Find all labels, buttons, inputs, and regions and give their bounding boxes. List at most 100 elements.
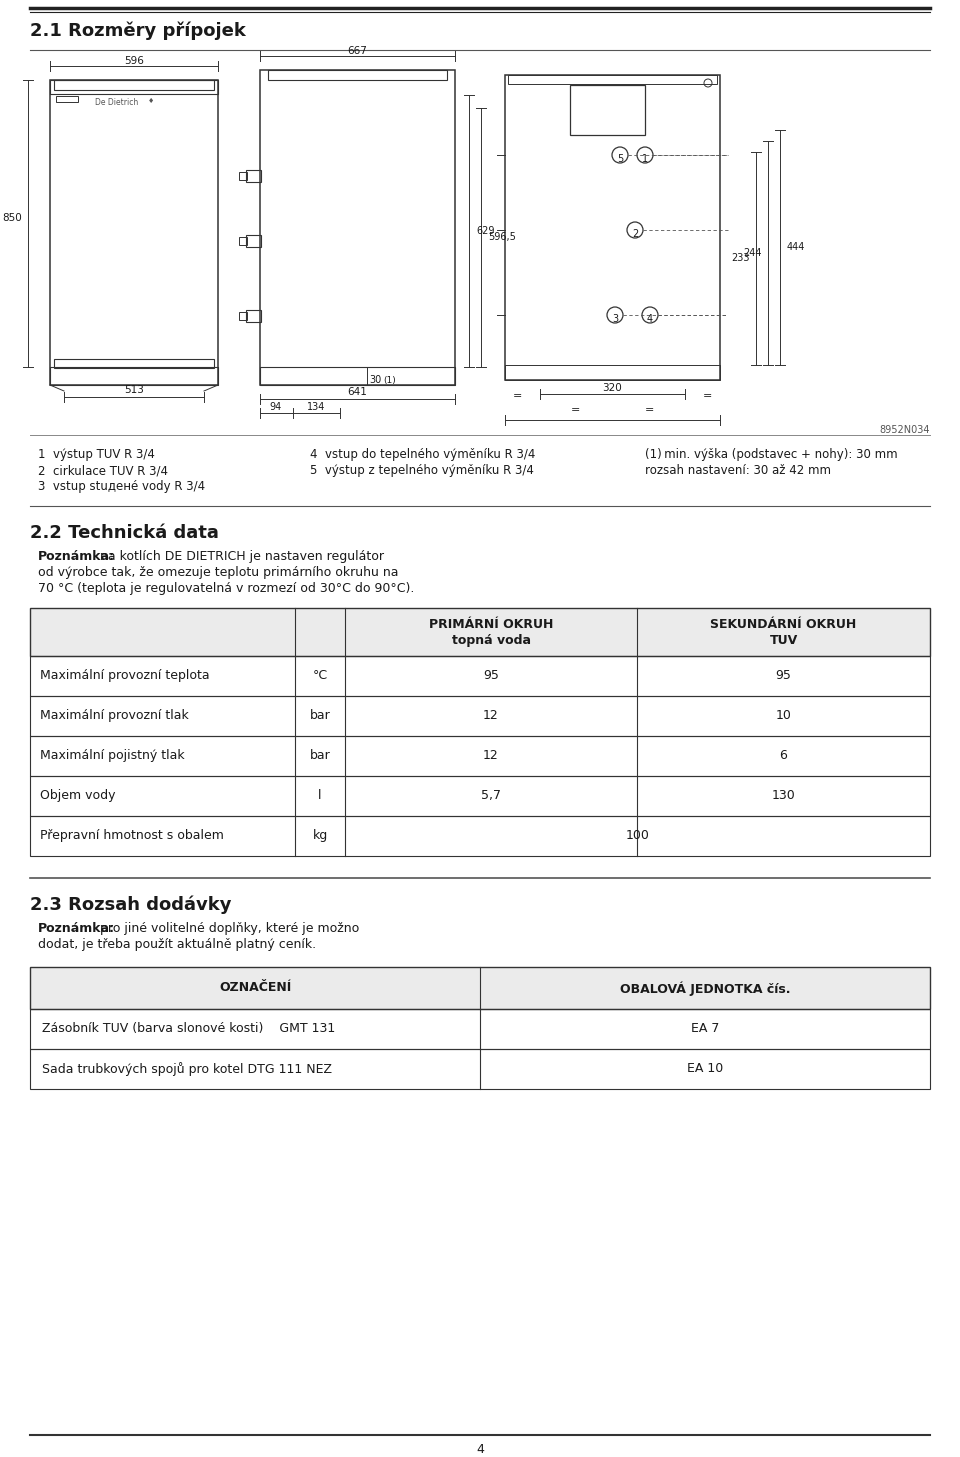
Text: EA 7: EA 7 xyxy=(691,1021,719,1034)
Text: 667: 667 xyxy=(348,47,367,55)
Text: =: = xyxy=(514,390,522,401)
Text: 1  výstup TUV R 3/4: 1 výstup TUV R 3/4 xyxy=(38,447,155,460)
Bar xyxy=(30,816,930,857)
Bar xyxy=(50,80,218,95)
Text: 95: 95 xyxy=(776,669,791,682)
Bar xyxy=(54,80,214,90)
Text: od výrobce tak, že omezuje teplotu primárního okruhu na: od výrobce tak, že omezuje teplotu primá… xyxy=(38,565,398,578)
Bar xyxy=(505,74,720,380)
Text: pro jiné volitelné doplňky, které je možno: pro jiné volitelné doplňky, které je mož… xyxy=(96,922,359,935)
Bar xyxy=(246,235,261,248)
Text: OBALOVÁ JEDNOTKA čís.: OBALOVÁ JEDNOTKA čís. xyxy=(620,981,790,995)
Text: Objem vody: Objem vody xyxy=(40,790,115,801)
Text: =: = xyxy=(645,405,655,415)
Bar xyxy=(30,967,930,1010)
Text: 3  vstup stuденé vody R 3/4: 3 vstup stuденé vody R 3/4 xyxy=(38,479,205,492)
Text: TUV: TUV xyxy=(769,634,798,647)
Text: rozsah nastavení: 30 až 42 mm: rozsah nastavení: 30 až 42 mm xyxy=(645,463,831,476)
Text: 70 °C (teplota je regulovatelná v rozmezí od 30°C do 90°C).: 70 °C (teplota je regulovatelná v rozmez… xyxy=(38,581,415,594)
Bar xyxy=(246,170,261,182)
Text: 2.2 Technická data: 2.2 Technická data xyxy=(30,525,219,542)
Bar xyxy=(30,608,930,656)
Bar xyxy=(50,80,218,385)
Text: 5  výstup z tepelného výměníku R 3/4: 5 výstup z tepelného výměníku R 3/4 xyxy=(310,463,534,476)
Text: 596: 596 xyxy=(124,55,144,66)
Bar xyxy=(30,608,930,656)
Text: Maximální provozní tlak: Maximální provozní tlak xyxy=(40,710,189,723)
Text: 4: 4 xyxy=(647,315,653,323)
Text: ♦: ♦ xyxy=(148,98,155,103)
Text: 12: 12 xyxy=(483,710,499,723)
Text: 2.1 Rozměry přípojek: 2.1 Rozměry přípojek xyxy=(30,22,246,41)
Bar xyxy=(260,367,455,385)
Text: dodat, je třeba použít aktuálně platný ceník.: dodat, je třeba použít aktuálně platný c… xyxy=(38,938,316,951)
Text: 2  cirkulace TUV R 3/4: 2 cirkulace TUV R 3/4 xyxy=(38,463,168,476)
Text: 2.3 Rozsah dodávky: 2.3 Rozsah dodávky xyxy=(30,896,231,915)
Text: Poznámka:: Poznámka: xyxy=(38,922,115,935)
Text: 134: 134 xyxy=(307,402,325,412)
Text: kg: kg xyxy=(312,829,327,842)
Text: 641: 641 xyxy=(348,388,367,396)
Bar xyxy=(30,967,930,1010)
Bar xyxy=(505,366,720,380)
Text: 444: 444 xyxy=(787,242,805,252)
Text: °C: °C xyxy=(312,669,327,682)
Text: 4  vstup do tepelného výměníku R 3/4: 4 vstup do tepelného výměníku R 3/4 xyxy=(310,447,536,460)
Text: l: l xyxy=(319,790,322,801)
Text: 6: 6 xyxy=(780,749,787,762)
Text: (1) min. výška (podstavec + nohy): 30 mm: (1) min. výška (podstavec + nohy): 30 mm xyxy=(645,447,898,460)
Text: 320: 320 xyxy=(602,383,622,393)
Text: 513: 513 xyxy=(124,385,144,395)
Text: =: = xyxy=(570,405,580,415)
Text: 94: 94 xyxy=(270,402,282,412)
Text: (1): (1) xyxy=(383,376,396,385)
Bar xyxy=(508,74,717,85)
Text: 12: 12 xyxy=(483,749,499,762)
Bar xyxy=(30,1049,930,1088)
Text: 1: 1 xyxy=(642,154,648,165)
Text: 100: 100 xyxy=(626,829,649,842)
Bar xyxy=(30,1010,930,1049)
Text: 233: 233 xyxy=(732,254,750,264)
Bar xyxy=(239,312,247,321)
Text: =: = xyxy=(703,390,711,401)
Bar xyxy=(30,696,930,736)
Text: 244: 244 xyxy=(743,248,762,258)
Bar xyxy=(260,70,455,385)
Text: 5: 5 xyxy=(617,154,623,165)
Text: 30: 30 xyxy=(369,374,381,385)
Bar xyxy=(30,656,930,696)
Text: Maximální pojistný tlak: Maximální pojistný tlak xyxy=(40,749,184,762)
Text: SEKUNDÁRNÍ OKRUH: SEKUNDÁRNÍ OKRUH xyxy=(710,618,856,631)
Text: 95: 95 xyxy=(483,669,499,682)
Text: Zásobník TUV (barva slonové kosti)    GMT 131: Zásobník TUV (barva slonové kosti) GMT 1… xyxy=(42,1021,335,1034)
Text: EA 10: EA 10 xyxy=(686,1062,723,1075)
Bar xyxy=(56,96,78,102)
Bar xyxy=(246,310,261,322)
Text: bar: bar xyxy=(310,710,330,723)
Text: 130: 130 xyxy=(772,790,796,801)
Text: 10: 10 xyxy=(776,710,791,723)
Text: Poznámka:: Poznámka: xyxy=(38,549,115,562)
Text: 4: 4 xyxy=(476,1442,484,1456)
Bar xyxy=(54,358,214,369)
Text: bar: bar xyxy=(310,749,330,762)
Text: PRIMÁRNÍ OKRUH: PRIMÁRNÍ OKRUH xyxy=(429,618,553,631)
Bar xyxy=(239,237,247,245)
Bar xyxy=(239,172,247,181)
Bar xyxy=(30,736,930,777)
Bar xyxy=(570,85,645,136)
Text: 8952N034: 8952N034 xyxy=(879,425,930,436)
Text: 596,5: 596,5 xyxy=(488,232,516,242)
Text: 5,7: 5,7 xyxy=(481,790,501,801)
Text: 850: 850 xyxy=(2,213,22,223)
Text: Maximální provozní teplota: Maximální provozní teplota xyxy=(40,669,209,682)
Text: 629: 629 xyxy=(476,226,494,236)
Text: 3: 3 xyxy=(612,315,618,323)
Bar xyxy=(30,777,930,816)
Bar xyxy=(50,367,218,385)
Bar xyxy=(268,70,447,80)
Text: na kotlích DE DIETRICH je nastaven regulátor: na kotlích DE DIETRICH je nastaven regul… xyxy=(96,549,384,562)
Text: De Dietrich: De Dietrich xyxy=(95,98,138,106)
Text: Přepravní hmotnost s obalem: Přepravní hmotnost s obalem xyxy=(40,829,224,842)
